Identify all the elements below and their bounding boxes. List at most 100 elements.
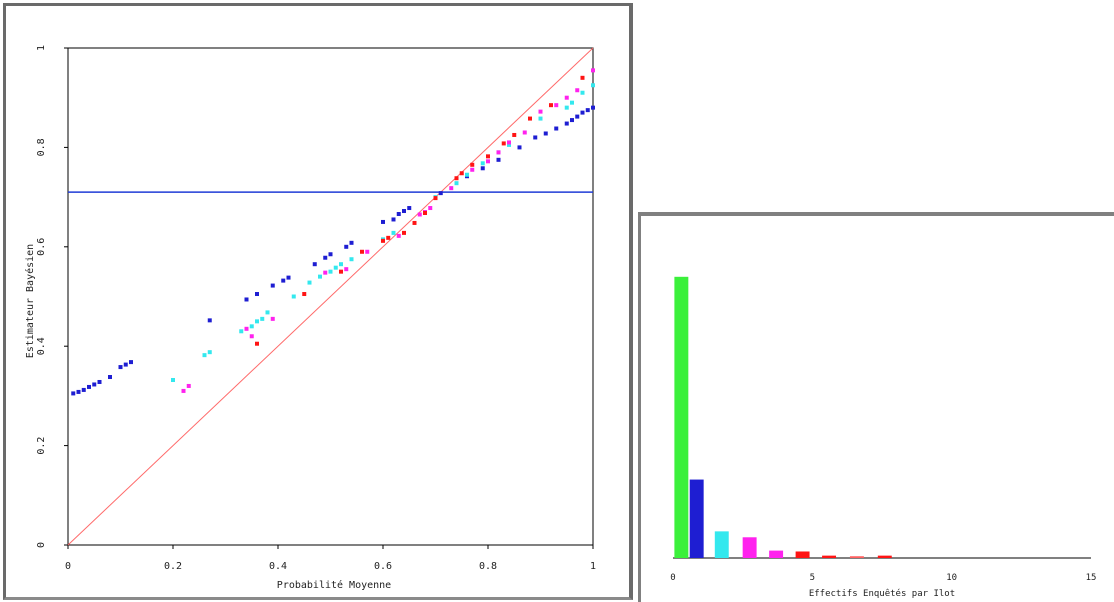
scatter-point [591,83,595,88]
scatter-point [496,150,501,155]
scatter-point [570,118,574,123]
scatter-point [302,292,307,297]
scatter-point [265,310,270,315]
scatter-point [270,283,275,288]
scatter-point [512,132,517,137]
x-tick-label: 0 [65,561,71,572]
scatter-point [344,267,349,272]
scatter-point [454,176,459,181]
scatter-point [239,329,244,334]
scatter-point [402,209,406,214]
scatter-point [575,88,580,93]
scatter-point [433,196,438,201]
bar [714,531,729,558]
scatter-point [549,103,553,108]
y-tick-label: 1 [36,45,47,51]
scatter-point [585,108,590,113]
scatter-point [255,319,259,324]
scatter-point [323,270,328,275]
scatter-point [123,362,128,367]
scatter-point [465,172,469,177]
scatter-point [381,219,385,224]
y-tick-label: 0.8 [36,138,47,156]
bar-axes: 0 5 10 15 [670,557,1097,583]
scatter-point [396,233,401,238]
scatter-point [554,103,559,108]
scatter-point [570,100,574,105]
scatter-point [97,379,102,384]
scatter-point [381,238,385,243]
scatter-point [171,377,175,382]
scatter-point [291,294,296,299]
scatter-point [522,130,527,135]
scatter-point [249,324,254,329]
scatter-point [454,181,459,186]
scatter-point [207,318,212,323]
scatter-point [260,316,265,321]
scatter-point [575,114,580,119]
scatter-point [307,280,312,285]
diagonal-reference-line [67,47,594,546]
scatter-point [407,206,412,211]
y-tick-label: 0.6 [36,238,47,256]
scatter-point [255,292,259,297]
scatter-point [349,240,354,245]
scatter-point [423,211,427,216]
scatter-points [71,68,595,396]
scatter-point [501,141,506,146]
scatter-point [323,255,328,260]
scatter-point [312,262,317,267]
scatter-point [449,186,454,191]
plot-frame [67,47,594,546]
bar-chart: 0 5 10 15 Effectifs Enquêtés par Ilot [670,276,1097,599]
scatter-point [496,157,501,162]
reference-lines [67,47,594,546]
scatter-point [244,297,249,302]
scatter-point [339,269,343,274]
scatter-point [402,230,406,235]
scatter-chart: 0 0.2 0.4 0.6 0.8 1 0 0.2 0.4 0.6 0.8 1 Probabilité… [24,45,596,591]
scatter-point [81,387,86,392]
scatter-point [249,334,254,339]
scatter-point [507,142,511,147]
scatter-point [417,212,422,217]
scatter-point [528,116,532,121]
scatter-point [438,191,443,196]
y-tick-label: 0.2 [36,437,47,455]
bar [822,555,837,558]
scatter-point [533,135,538,140]
bar [849,556,864,558]
scatter-point [554,126,559,131]
scatter-point [365,249,370,254]
x-tick-label: 0.6 [374,561,392,572]
scatter-point [580,75,585,80]
scatter-point [538,109,543,114]
scatter-point [480,166,485,171]
scatter-panel: 0 0.2 0.4 0.6 0.8 1 0 0.2 0.4 0.6 0.8 1 Probabilité… [3,3,633,600]
scatter-point [92,382,97,387]
scatter-point [255,341,259,346]
bar [877,555,892,558]
scatter-point [517,145,522,150]
scatter-point [281,278,286,283]
scatter-point [386,235,391,240]
scatter-point [396,211,401,216]
scatter-point [270,316,275,321]
scatter-point [286,275,291,280]
scatter-point [349,257,354,262]
scatter-point [333,265,338,270]
scatter-point [428,206,433,211]
scatter-point [459,171,464,176]
x-tick-label: 0.2 [164,561,182,572]
scatter-point [391,230,396,235]
scatter-point [591,105,595,110]
scatter-point [202,353,207,358]
scatter-point [87,384,91,389]
scatter-point [71,391,76,396]
x-tick-label: 15 [1086,573,1097,583]
scatter-point [486,154,490,159]
x-axis-title: Effectifs Enquêtés par Ilot [809,588,955,599]
scatter-point [76,389,81,394]
x-tick-label: 0.4 [269,561,287,572]
scatter-point [328,269,333,274]
